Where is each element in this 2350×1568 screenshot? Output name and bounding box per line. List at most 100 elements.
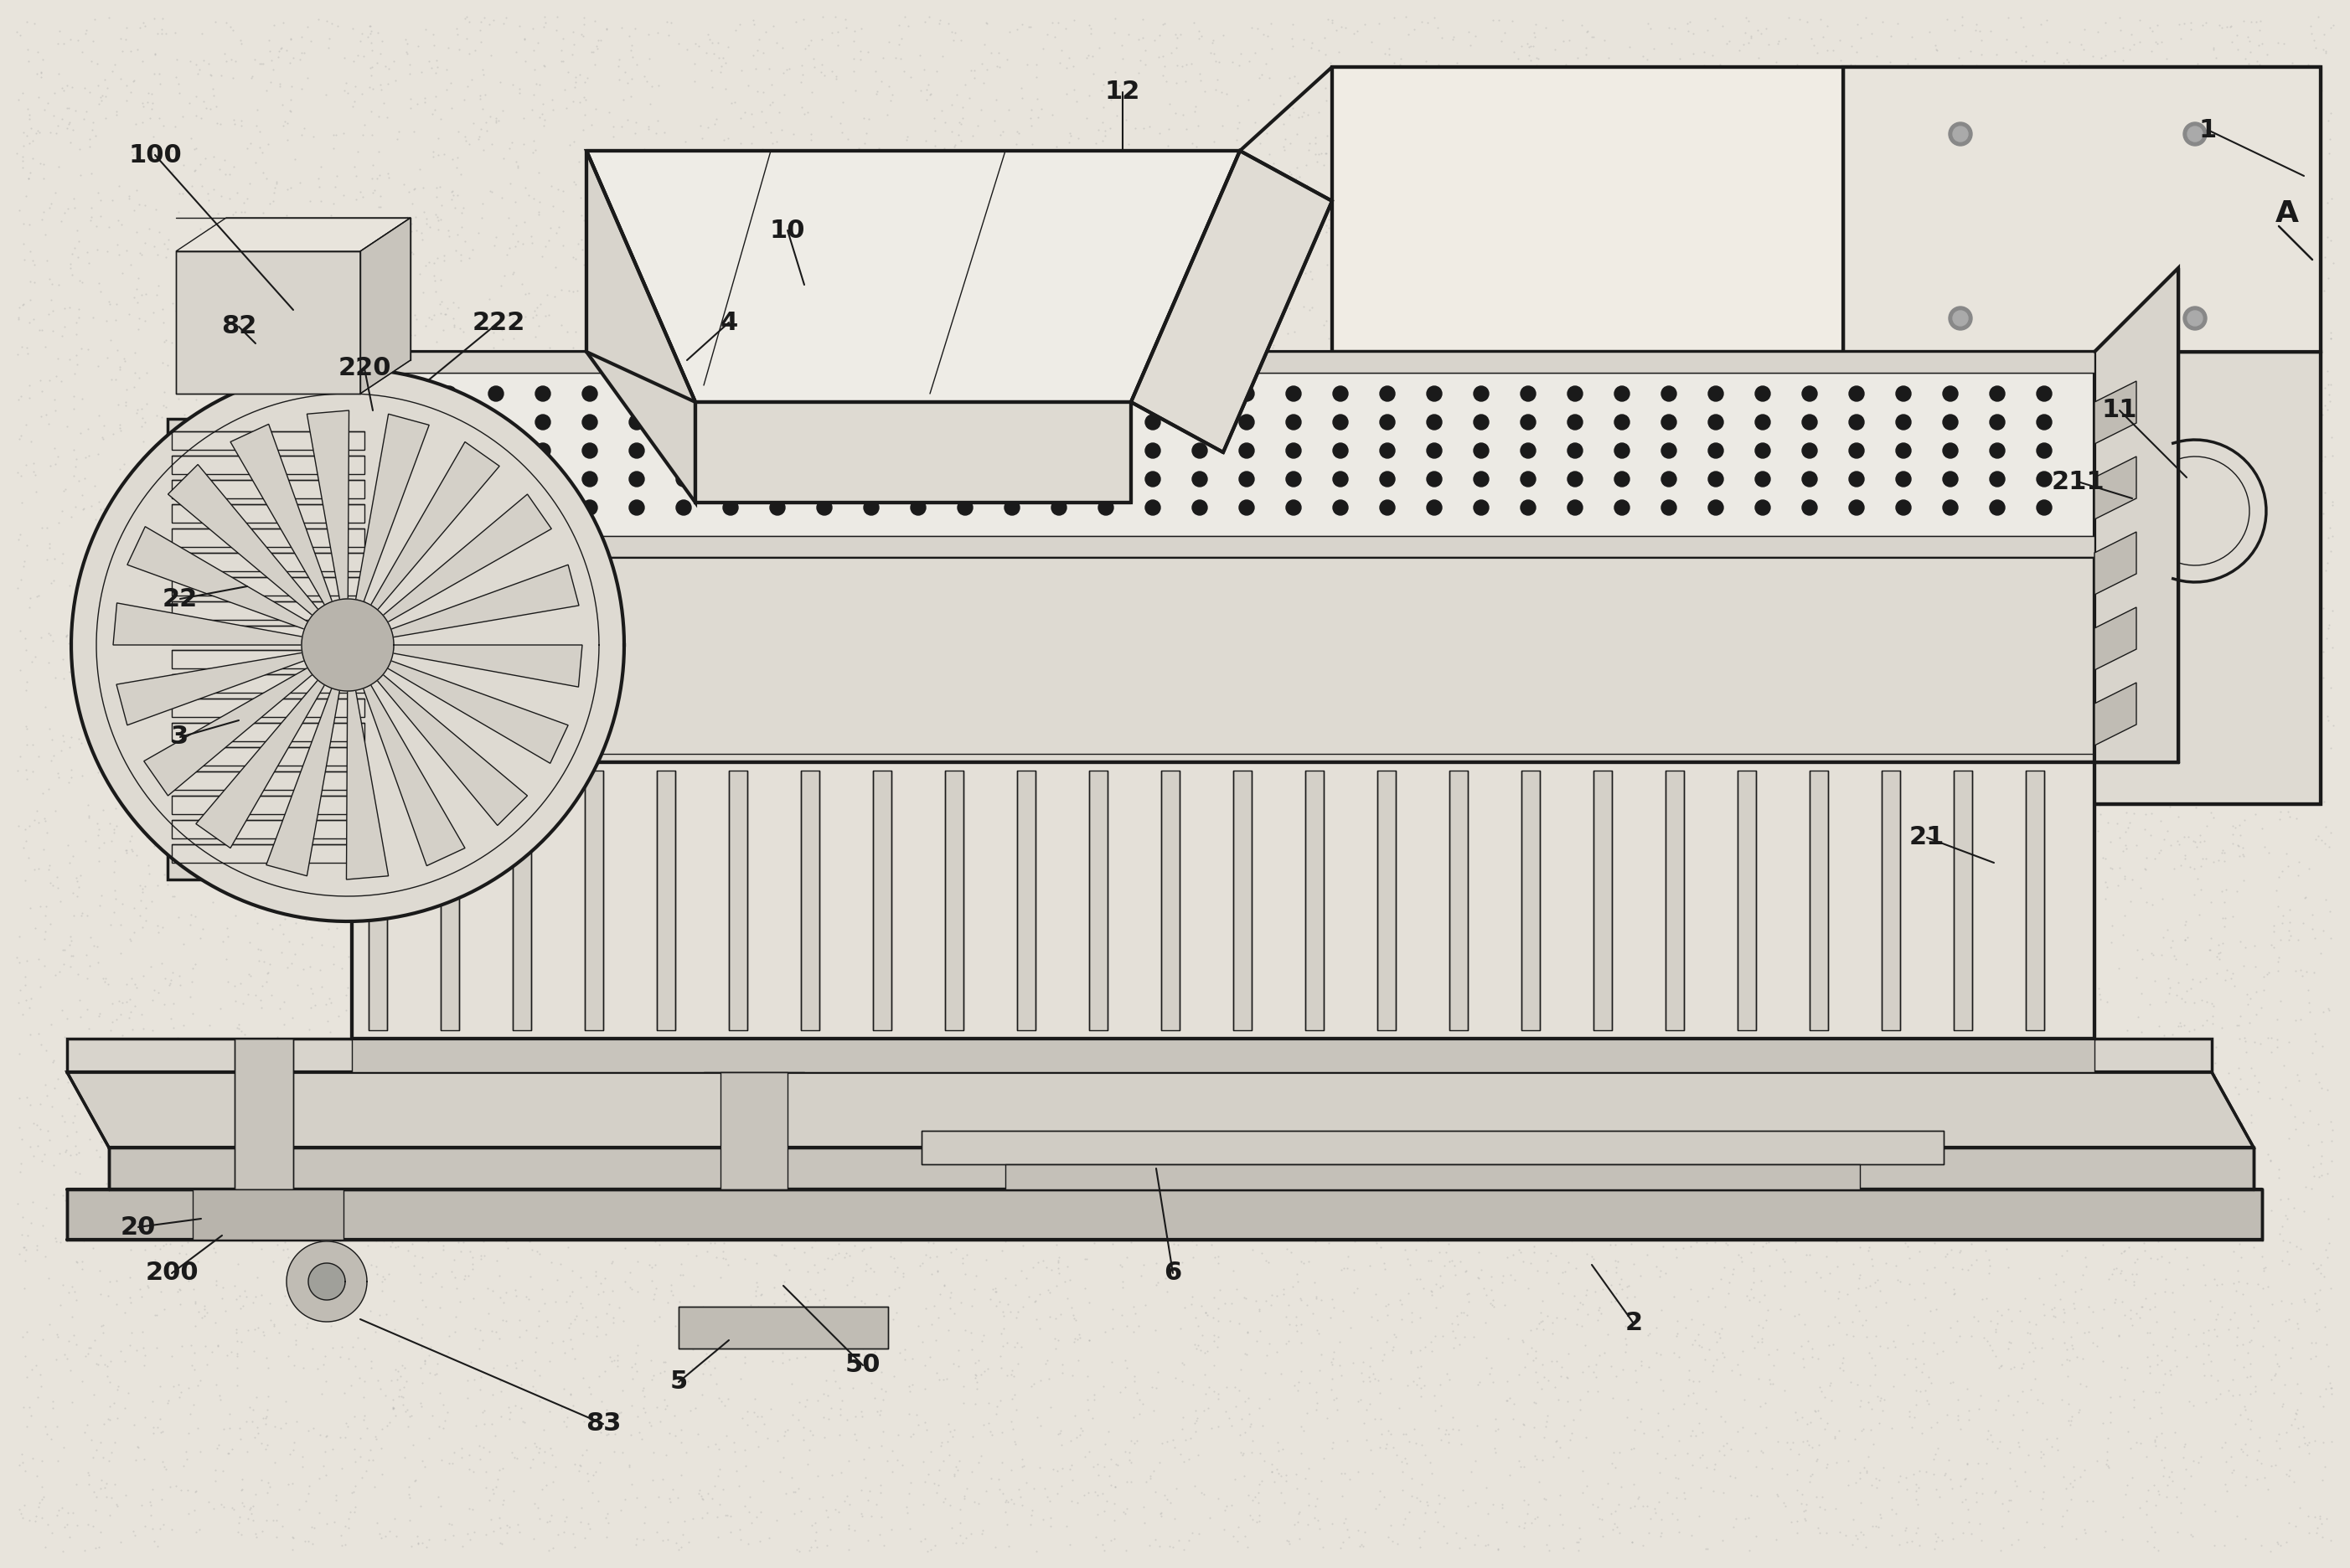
Point [1758, 1428, 1795, 1454]
Point [423, 383, 461, 408]
Point [155, 991, 193, 1016]
Point [1060, 406, 1097, 431]
Point [1509, 516, 1546, 541]
Point [160, 1276, 197, 1301]
Point [1126, 1253, 1163, 1278]
Point [1227, 557, 1264, 582]
Point [1018, 1405, 1055, 1430]
Point [2214, 459, 2251, 485]
Point [851, 1435, 888, 1460]
Point [1121, 677, 1159, 702]
Point [75, 1479, 113, 1504]
Point [486, 508, 524, 533]
Point [336, 155, 374, 180]
Point [2106, 1239, 2143, 1264]
Point [352, 894, 390, 919]
Point [38, 1322, 75, 1347]
Point [1779, 988, 1817, 1013]
Point [1288, 450, 1325, 475]
Point [898, 337, 935, 362]
Point [432, 96, 470, 121]
Point [1391, 1253, 1429, 1278]
Point [392, 1403, 430, 1428]
Point [1076, 919, 1114, 944]
Point [254, 405, 291, 430]
Point [136, 1248, 174, 1273]
Point [858, 685, 895, 710]
Point [395, 1432, 432, 1457]
Point [2127, 227, 2164, 252]
Point [1678, 682, 1716, 707]
Point [1372, 1203, 1410, 1228]
Point [1885, 1363, 1922, 1388]
Point [324, 358, 362, 383]
Point [2268, 230, 2305, 256]
Point [999, 861, 1036, 886]
Circle shape [912, 386, 926, 401]
Point [296, 883, 334, 908]
Point [472, 760, 510, 786]
Point [1297, 732, 1335, 757]
Point [2280, 927, 2317, 952]
Point [764, 118, 801, 143]
Point [219, 326, 256, 351]
Point [2289, 989, 2326, 1014]
Point [1445, 798, 1483, 823]
Point [2005, 1146, 2042, 1171]
Point [2261, 927, 2298, 952]
Point [2211, 14, 2249, 39]
Point [35, 1182, 73, 1207]
Point [1055, 1327, 1093, 1352]
Point [1523, 292, 1560, 317]
Point [815, 1369, 853, 1394]
Point [703, 1389, 740, 1414]
Point [2138, 1424, 2176, 1449]
Point [1607, 1275, 1645, 1300]
Point [609, 107, 646, 132]
Point [1173, 183, 1210, 209]
Point [1394, 989, 1431, 1014]
Point [1617, 1417, 1654, 1443]
Point [526, 695, 564, 720]
Point [566, 1181, 604, 1206]
Point [1384, 867, 1422, 892]
Point [985, 119, 1022, 144]
Point [726, 1319, 764, 1344]
Point [2002, 201, 2040, 226]
Point [1638, 887, 1676, 913]
Point [660, 597, 698, 622]
Point [430, 218, 468, 243]
Point [738, 38, 776, 63]
Point [383, 350, 421, 375]
Point [2146, 925, 2183, 950]
Point [548, 1504, 585, 1529]
Point [841, 1399, 879, 1424]
Point [1525, 651, 1563, 676]
Point [813, 977, 851, 1002]
Point [1055, 1303, 1093, 1328]
Point [1927, 1220, 1965, 1245]
Point [1422, 1491, 1459, 1516]
Point [1154, 1087, 1191, 1112]
Point [1396, 1112, 1434, 1137]
Point [721, 1116, 759, 1142]
Point [815, 1358, 853, 1383]
Point [118, 111, 155, 136]
Point [87, 1352, 125, 1377]
Point [1187, 292, 1224, 317]
Point [1859, 977, 1896, 1002]
Point [2059, 555, 2096, 580]
Point [898, 676, 935, 701]
Point [465, 949, 503, 974]
Point [745, 575, 783, 601]
Point [2141, 362, 2178, 387]
Point [2228, 1397, 2265, 1422]
Point [564, 237, 602, 262]
Point [489, 808, 526, 833]
Point [1441, 417, 1478, 442]
Point [714, 682, 752, 707]
Point [616, 652, 653, 677]
Point [291, 767, 329, 792]
Point [853, 1033, 891, 1058]
Point [355, 312, 392, 337]
